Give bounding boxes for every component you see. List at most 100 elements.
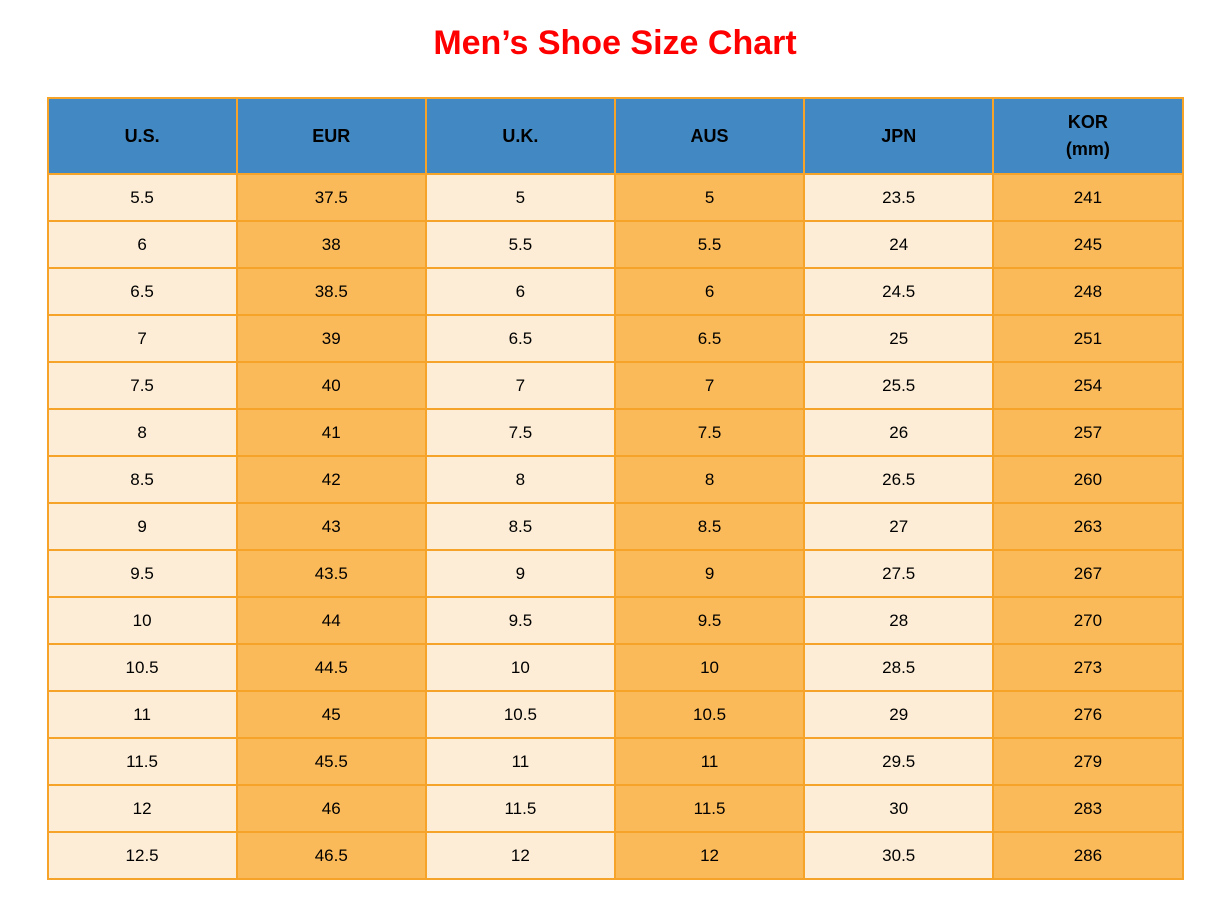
table-cell: 28 — [803, 596, 995, 645]
column-header-line: U.K. — [502, 125, 539, 146]
table-cell: 283 — [992, 784, 1184, 833]
table-cell: 38.5 — [235, 267, 427, 316]
table-cell: 5.5 — [424, 220, 616, 269]
table-cell: 7.5 — [424, 408, 616, 457]
table-cell: 5 — [424, 173, 616, 222]
table-row: 7.5 40 7 7 25.5 254 — [46, 361, 1184, 410]
table-cell: 41 — [235, 408, 427, 457]
table-cell: 11 — [46, 690, 238, 739]
table-cell: 44.5 — [235, 643, 427, 692]
column-header-u-k: U.K. — [424, 97, 616, 175]
table-cell: 5 — [613, 173, 806, 222]
table-cell: 6 — [613, 267, 806, 316]
table-cell: 8.5 — [424, 502, 616, 551]
table-cell: 241 — [992, 173, 1184, 222]
column-header-line: KOR — [1067, 112, 1108, 132]
table-cell: 10 — [613, 643, 806, 692]
table-cell: 11 — [424, 737, 616, 786]
table-cell: 10.5 — [613, 690, 806, 739]
table-cell: 7 — [424, 361, 616, 410]
column-header-eur: EUR — [235, 97, 427, 175]
table-row: 11 45 10.5 10.5 29 276 — [46, 690, 1184, 739]
table-cell: 257 — [992, 408, 1184, 457]
table-cell: 8 — [46, 408, 238, 457]
table-row: 5.5 37.5 5 5 23.5 241 — [46, 173, 1184, 222]
table-cell: 12.5 — [46, 831, 238, 880]
table-cell: 7.5 — [613, 408, 806, 457]
table-cell: 260 — [992, 455, 1184, 504]
table-cell: 263 — [992, 502, 1184, 551]
table-cell: 12 — [424, 831, 616, 880]
table-cell: 11.5 — [46, 737, 238, 786]
table-cell: 6 — [46, 220, 238, 269]
table-row: 8 41 7.5 7.5 26 257 — [46, 408, 1184, 457]
table-row: 11.5 45.5 11 11 29.5 279 — [46, 737, 1184, 786]
table-cell: 28.5 — [803, 643, 995, 692]
table-row: 12.5 46.5 12 12 30.5 286 — [46, 831, 1184, 880]
table-cell: 46 — [235, 784, 427, 833]
table-cell: 5.5 — [46, 173, 238, 222]
table-cell: 267 — [992, 549, 1184, 598]
table-cell: 12 — [613, 831, 806, 880]
table-cell: 43 — [235, 502, 427, 551]
column-header-line: (mm) — [1065, 139, 1110, 159]
table-cell: 9 — [424, 549, 616, 598]
column-header-line: JPN — [881, 125, 917, 146]
table-cell: 11.5 — [424, 784, 616, 833]
table-cell: 30.5 — [803, 831, 995, 880]
table-cell: 29 — [803, 690, 995, 739]
table-cell: 8 — [613, 455, 806, 504]
table-cell: 273 — [992, 643, 1184, 692]
table-cell: 25 — [803, 314, 995, 363]
table-cell: 8 — [424, 455, 616, 504]
column-header-jpn: JPN — [803, 97, 995, 175]
table-cell: 6.5 — [46, 267, 238, 316]
table-cell: 45.5 — [235, 737, 427, 786]
table-cell: 9 — [46, 502, 238, 551]
table-cell: 10.5 — [46, 643, 238, 692]
table-header: U.S. EUR U.K. AUS JPN KOR (mm) — [46, 97, 1184, 175]
table-row: 6.5 38.5 6 6 24.5 248 — [46, 267, 1184, 316]
table-cell: 251 — [992, 314, 1184, 363]
table-cell: 9.5 — [613, 596, 806, 645]
table-cell: 45 — [235, 690, 427, 739]
table-body: 5.5 37.5 5 5 23.5 241 6 38 5.5 5.5 24 245 6.5 38.5 6 6 2… — [46, 173, 1184, 880]
page-title: Men’s Shoe Size Chart — [433, 24, 797, 62]
table-cell: 24 — [803, 220, 995, 269]
table-cell: 43.5 — [235, 549, 427, 598]
column-header-line: AUS — [690, 125, 729, 146]
table-cell: 279 — [992, 737, 1184, 786]
column-header-line: EUR — [312, 125, 351, 146]
table-cell: 270 — [992, 596, 1184, 645]
table-cell: 24.5 — [803, 267, 995, 316]
table-cell: 27.5 — [803, 549, 995, 598]
column-header-u-s: U.S. — [46, 97, 238, 175]
table-cell: 6.5 — [613, 314, 806, 363]
table-cell: 276 — [992, 690, 1184, 739]
table-cell: 44 — [235, 596, 427, 645]
table-cell: 42 — [235, 455, 427, 504]
table-cell: 39 — [235, 314, 427, 363]
table-cell: 38 — [235, 220, 427, 269]
table-row: 8.5 42 8 8 26.5 260 — [46, 455, 1184, 504]
table-cell: 10.5 — [424, 690, 616, 739]
table-row: 10.5 44.5 10 10 28.5 273 — [46, 643, 1184, 692]
table-row: 6 38 5.5 5.5 24 245 — [46, 220, 1184, 269]
shoe-size-table: U.S. EUR U.K. AUS JPN KOR (mm) 5.5 37.5 5 5 23.5 24… — [46, 97, 1184, 880]
table-cell: 37.5 — [235, 173, 427, 222]
table-cell: 7.5 — [46, 361, 238, 410]
column-header-kor-mm: KOR (mm) — [992, 97, 1184, 175]
table-cell: 248 — [992, 267, 1184, 316]
table-cell: 25.5 — [803, 361, 995, 410]
table-cell: 46.5 — [235, 831, 427, 880]
table-cell: 10 — [46, 596, 238, 645]
table-cell: 5.5 — [613, 220, 806, 269]
table-cell: 26.5 — [803, 455, 995, 504]
table-cell: 6.5 — [424, 314, 616, 363]
table-cell: 26 — [803, 408, 995, 457]
column-header-line: U.S. — [124, 125, 160, 146]
table-cell: 27 — [803, 502, 995, 551]
table-cell: 29.5 — [803, 737, 995, 786]
table-row: 12 46 11.5 11.5 30 283 — [46, 784, 1184, 833]
